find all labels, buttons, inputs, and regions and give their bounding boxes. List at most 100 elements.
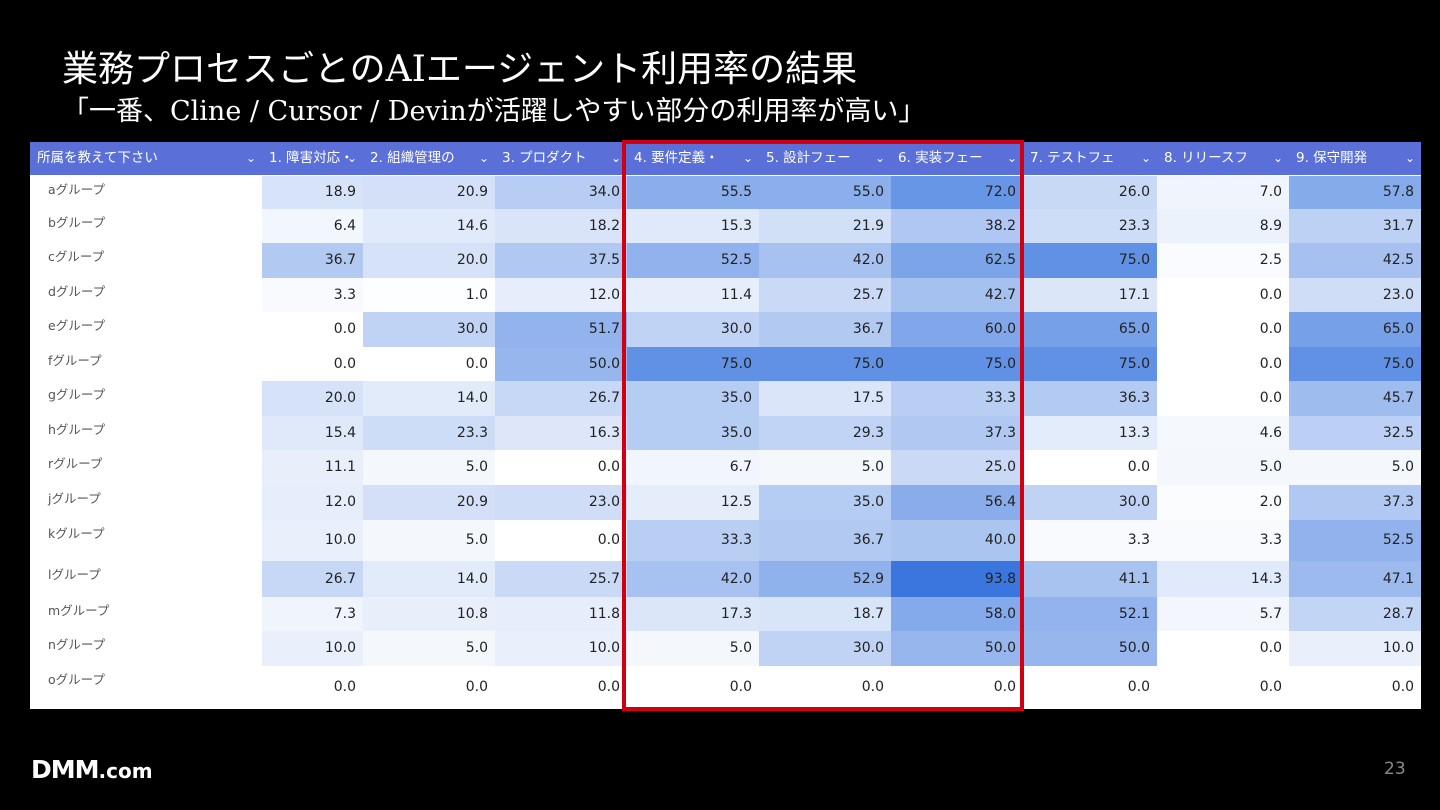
table-cell: 32.5: [1289, 416, 1421, 450]
group-name: hグループ: [48, 422, 106, 437]
table-cell: 93.8: [891, 561, 1023, 597]
column-header-2[interactable]: 2. 組織管理の ⌄: [363, 142, 495, 175]
table-cell: 42.0: [759, 243, 891, 278]
chevron-down-icon[interactable]: ⌄: [1006, 151, 1017, 165]
column-header-8[interactable]: 8. リリースフ ⌄: [1157, 142, 1289, 175]
table-cell: 3.3: [262, 278, 363, 312]
table-cell: 1.0: [363, 278, 495, 312]
column-header-label: 7. テストフェ: [1030, 150, 1115, 166]
column-header-7[interactable]: 7. テストフェ ⌄: [1023, 142, 1157, 175]
chevron-down-icon[interactable]: ⌄: [245, 151, 256, 165]
table-cell: 5.0: [627, 631, 759, 666]
table-cell: 11.1: [262, 450, 363, 485]
column-header-3[interactable]: 3. プロダクト ⌄: [495, 142, 627, 175]
table-cell: 30.0: [759, 631, 891, 666]
table-cell: 50.0: [891, 631, 1023, 666]
table-cell: 38.2: [891, 209, 1023, 243]
slide-title: 業務プロセスごとのAIエージェント利用率の結果: [62, 49, 858, 90]
group-name: fグループ: [48, 353, 102, 368]
chevron-down-icon[interactable]: ⌄: [742, 151, 753, 165]
chevron-down-icon[interactable]: ⌄: [1404, 151, 1415, 165]
table-cell: 5.0: [759, 450, 891, 485]
group-name: mグループ: [48, 603, 110, 618]
table-cell: 75.0: [759, 347, 891, 381]
table-cell: 0.0: [495, 520, 627, 561]
table-cell: 0.0: [363, 666, 495, 708]
table-cell: 30.0: [363, 312, 495, 347]
table-cell: 52.9: [759, 561, 891, 597]
chevron-down-icon[interactable]: ⌄: [1140, 151, 1151, 165]
table-cell: 6.4: [262, 209, 363, 243]
table-cell: 36.7: [759, 312, 891, 347]
table-cell: 26.7: [495, 381, 627, 416]
table-cell: 0.0: [495, 450, 627, 485]
table-cell: 37.5: [495, 243, 627, 278]
table-cell: 42.0: [627, 561, 759, 597]
table-cell: 23.3: [1023, 209, 1157, 243]
column-header-label: 5. 設計フェー: [766, 150, 851, 166]
chevron-down-icon[interactable]: ⌄: [610, 151, 621, 165]
column-header-6[interactable]: 6. 実装フェー ⌄: [891, 142, 1023, 175]
column-header-4[interactable]: 4. 要件定義・ ⌄: [627, 142, 759, 175]
group-name: aグループ: [48, 182, 105, 197]
table-cell: 7.3: [262, 597, 363, 631]
table-cell: 0.0: [1157, 347, 1289, 381]
table-cell: 11.4: [627, 278, 759, 312]
chevron-down-icon[interactable]: ⌄: [346, 151, 357, 165]
table-cell: 18.9: [262, 176, 363, 209]
column-header-label: 3. プロダクト: [502, 150, 587, 166]
table-cell: 45.7: [1289, 381, 1421, 416]
group-name: dグループ: [48, 284, 106, 299]
column-header-0[interactable]: 所属を教えて下さい ⌄: [30, 142, 262, 175]
table-cell: 55.0: [759, 176, 891, 209]
column-header-label: 2. 組織管理の: [370, 150, 455, 166]
table-cell: 37.3: [1289, 485, 1421, 520]
chevron-down-icon[interactable]: ⌄: [478, 151, 489, 165]
table-cell: 5.7: [1157, 597, 1289, 631]
table-cell: 52.5: [627, 243, 759, 278]
table-cell: 4.6: [1157, 416, 1289, 450]
table-cell: 5.0: [363, 631, 495, 666]
table-cell: 0.0: [627, 666, 759, 708]
table-cell: 12.0: [495, 278, 627, 312]
page-number: 23: [1384, 759, 1406, 779]
table-cell: 0.0: [363, 347, 495, 381]
table-cell: 15.4: [262, 416, 363, 450]
table-cell: 18.7: [759, 597, 891, 631]
column-header-5[interactable]: 5. 設計フェー ⌄: [759, 142, 891, 175]
table-cell: 25.7: [759, 278, 891, 312]
table-cell: 23.3: [363, 416, 495, 450]
table-cell: 0.0: [1289, 666, 1421, 708]
table-cell: 37.3: [891, 416, 1023, 450]
column-header-label: 6. 実装フェー: [898, 150, 983, 166]
table-cell: 20.9: [363, 176, 495, 209]
highlight-box: [622, 140, 1024, 711]
table-cell: 50.0: [495, 347, 627, 381]
table-cell: 12.0: [262, 485, 363, 520]
table-cell: 75.0: [1023, 243, 1157, 278]
table-cell: 30.0: [627, 312, 759, 347]
table-cell: 0.0: [1157, 381, 1289, 416]
table-cell: 11.8: [495, 597, 627, 631]
table-cell: 17.3: [627, 597, 759, 631]
logo-suffix: .com: [98, 759, 153, 783]
column-header-9[interactable]: 9. 保守開発 ⌄: [1289, 142, 1421, 175]
table-cell: 0.0: [891, 666, 1023, 708]
table-cell: 47.1: [1289, 561, 1421, 597]
table-cell: 0.0: [1157, 631, 1289, 666]
chevron-down-icon[interactable]: ⌄: [1272, 151, 1283, 165]
table-cell: 52.1: [1023, 597, 1157, 631]
table-cell: 7.0: [1157, 176, 1289, 209]
table-cell: 12.5: [627, 485, 759, 520]
group-name: kグループ: [48, 526, 105, 541]
table-cell: 75.0: [891, 347, 1023, 381]
table-cell: 51.7: [495, 312, 627, 347]
dmm-logo: DMM.com: [31, 755, 153, 784]
table-cell: 75.0: [627, 347, 759, 381]
table-cell: 26.7: [262, 561, 363, 597]
table-cell: 15.3: [627, 209, 759, 243]
group-name: lグループ: [48, 567, 101, 582]
table-cell: 0.0: [1023, 450, 1157, 485]
column-header-1[interactable]: 1. 障害対応・ ⌄: [262, 142, 363, 175]
chevron-down-icon[interactable]: ⌄: [874, 151, 885, 165]
